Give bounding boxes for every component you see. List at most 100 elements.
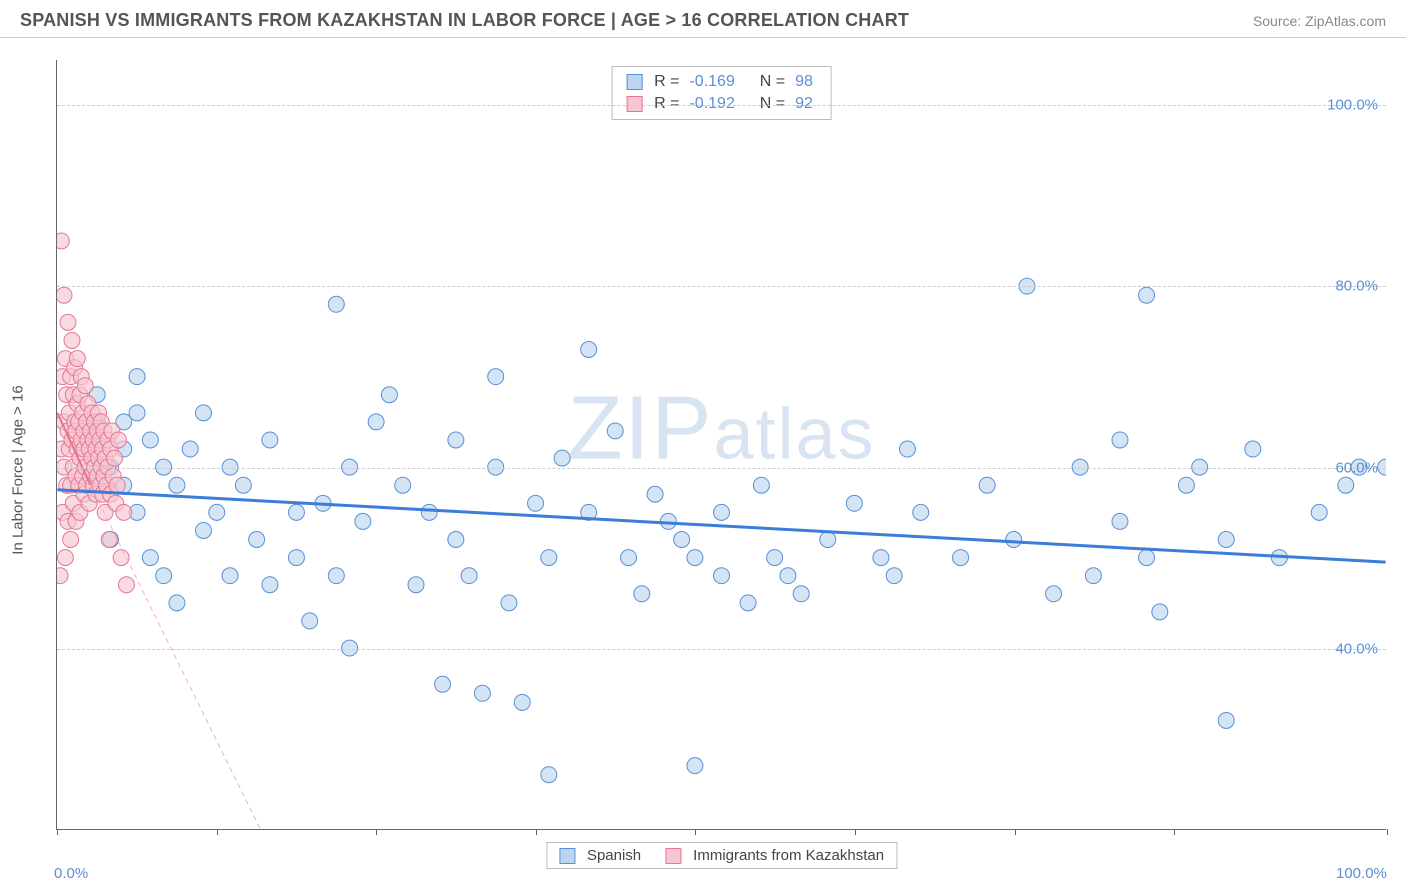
stat-n-label: N = — [760, 93, 785, 115]
stat-r-value: -0.192 — [689, 93, 734, 115]
scatter-point — [57, 369, 71, 385]
scatter-point — [607, 423, 623, 439]
scatter-point — [979, 477, 995, 493]
scatter-point — [687, 550, 703, 566]
scatter-point — [528, 495, 544, 511]
scatter-point — [1245, 441, 1261, 457]
legend-label: Immigrants from Kazakhstan — [693, 847, 884, 864]
scatter-point — [1178, 477, 1194, 493]
scatter-point — [714, 568, 730, 584]
scatter-point — [129, 369, 145, 385]
scatter-point — [421, 504, 437, 520]
scatter-point — [1271, 550, 1287, 566]
scatter-point — [129, 405, 145, 421]
x-tick — [1015, 829, 1016, 835]
scatter-point — [408, 577, 424, 593]
stat-r-label: R = — [654, 71, 679, 93]
scatter-point — [93, 414, 109, 430]
scatter-point — [83, 468, 99, 484]
scatter-point — [435, 676, 451, 692]
scatter-point — [368, 414, 384, 430]
legend-item: Immigrants from Kazakhstan — [665, 847, 884, 864]
scatter-point — [647, 486, 663, 502]
scatter-point — [182, 441, 198, 457]
scatter-point — [249, 532, 265, 548]
scatter-point — [89, 387, 105, 403]
scatter-point — [57, 550, 73, 566]
scatter-point — [103, 532, 119, 548]
scatter-point — [621, 550, 637, 566]
scatter-point — [61, 441, 77, 457]
scatter-point — [88, 486, 104, 502]
scatter-point — [57, 504, 71, 520]
scatter-point — [79, 414, 95, 430]
scatter-point — [84, 405, 100, 421]
scatter-point — [581, 504, 597, 520]
scatter-point — [1218, 712, 1234, 728]
legend-swatch — [559, 848, 575, 864]
scatter-point — [1046, 586, 1062, 602]
scatter-point — [69, 351, 85, 367]
scatter-point — [328, 568, 344, 584]
scatter-point — [886, 568, 902, 584]
scatter-point — [80, 432, 96, 448]
scatter-point — [1152, 604, 1168, 620]
scatter-point — [72, 504, 88, 520]
scatter-point — [634, 586, 650, 602]
scatter-point — [195, 522, 211, 538]
scatter-point — [1338, 477, 1354, 493]
legend-swatch — [626, 96, 642, 112]
chart-header: SPANISH VS IMMIGRANTS FROM KAZAKHSTAN IN… — [0, 0, 1406, 38]
scatter-point — [59, 387, 75, 403]
scatter-point — [72, 450, 88, 466]
scatter-point — [753, 477, 769, 493]
scatter-point — [91, 405, 107, 421]
scatter-point — [541, 550, 557, 566]
legend-label: Spanish — [587, 847, 641, 864]
scatter-point — [69, 396, 85, 412]
scatter-point — [109, 477, 125, 493]
scatter-point — [488, 369, 504, 385]
scatter-point — [60, 314, 76, 330]
scatter-point — [100, 432, 116, 448]
scatter-point — [88, 441, 104, 457]
scatter-point — [68, 468, 84, 484]
scatter-point — [687, 758, 703, 774]
scatter-point — [92, 477, 108, 493]
chart-container: In Labor Force | Age > 16 ZIPatlas R =-0… — [0, 48, 1406, 892]
scatter-point — [59, 477, 75, 493]
scatter-point — [61, 405, 77, 421]
series-legend: Spanish Immigrants from Kazakhstan — [546, 842, 897, 869]
chart-source: Source: ZipAtlas.com — [1253, 13, 1386, 29]
scatter-point — [873, 550, 889, 566]
stats-row: R =-0.169 N =98 — [626, 71, 817, 93]
scatter-point — [1112, 513, 1128, 529]
trend-line — [57, 490, 1385, 562]
y-tick-label: 60.0% — [1335, 459, 1378, 476]
scatter-point — [554, 450, 570, 466]
scatter-point — [65, 495, 81, 511]
gridline-h — [57, 468, 1386, 469]
scatter-point — [89, 423, 105, 439]
scatter-point — [91, 450, 107, 466]
scatter-point — [195, 405, 211, 421]
scatter-point — [57, 414, 72, 430]
scatter-point — [103, 486, 119, 502]
scatter-point — [501, 595, 517, 611]
scatter-point — [209, 504, 225, 520]
scatter-point — [381, 387, 397, 403]
gridline-h — [57, 105, 1386, 106]
x-tick — [1174, 829, 1175, 835]
watermark-sub: atlas — [713, 395, 875, 475]
x-axis-end-label: 100.0% — [1336, 865, 1387, 882]
scatter-point — [67, 360, 83, 376]
stat-r-label: R = — [654, 93, 679, 115]
scatter-point — [846, 495, 862, 511]
scatter-point — [99, 477, 115, 493]
scatter-point — [461, 568, 477, 584]
scatter-point — [63, 477, 79, 493]
gridline-h — [57, 649, 1386, 650]
x-tick — [855, 829, 856, 835]
scatter-point — [1006, 532, 1022, 548]
scatter-point — [235, 477, 251, 493]
